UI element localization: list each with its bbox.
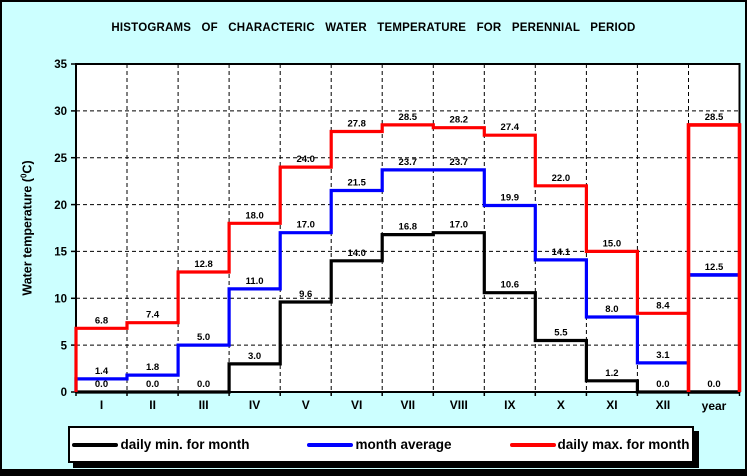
- data-label: 23.7: [399, 157, 418, 168]
- data-label: 0.0: [95, 379, 108, 390]
- y-tick-label: 35: [54, 59, 67, 71]
- data-label: 10.6: [501, 280, 520, 291]
- y-tick-label: 10: [54, 294, 67, 306]
- data-label: 28.5: [399, 112, 418, 123]
- data-label: 12.5: [705, 262, 724, 273]
- data-label: 0.0: [146, 379, 159, 390]
- x-tick-label: III: [199, 398, 209, 412]
- data-label: 5.0: [197, 332, 210, 343]
- legend-item-month-average: month average: [307, 437, 452, 452]
- x-tick-label: XII: [656, 398, 671, 412]
- x-tick-label: IX: [504, 398, 515, 412]
- data-label: 15.0: [603, 238, 622, 249]
- data-label: 14.1: [552, 247, 571, 258]
- series-daily-max-for-month-year: [686, 123, 742, 392]
- data-label: 9.6: [299, 289, 312, 300]
- y-tick-label: 20: [54, 200, 67, 212]
- x-tick-label: VII: [400, 398, 415, 412]
- data-label: 0.0: [656, 379, 669, 390]
- legend-item-daily-min: daily min. for month: [72, 437, 249, 452]
- legend-label-daily-min: daily min. for month: [120, 437, 250, 452]
- legend-line-daily-min: [72, 442, 119, 447]
- data-label: 21.5: [347, 178, 366, 189]
- data-label: 7.4: [146, 310, 160, 321]
- bottom-border: [2, 469, 745, 474]
- x-tick-label: XI: [606, 398, 617, 412]
- data-label: 3.0: [248, 351, 261, 362]
- plot-area: [76, 64, 740, 392]
- x-tick-label-year: year: [702, 399, 727, 413]
- data-label: 1.2: [605, 368, 618, 379]
- x-tick-label: X: [557, 398, 565, 412]
- data-label: 28.5: [705, 112, 724, 123]
- data-label: 17.0: [450, 220, 469, 231]
- data-label: 24.0: [296, 154, 315, 165]
- legend-line-month-average: [307, 442, 354, 447]
- data-label: 12.8: [194, 259, 213, 270]
- data-label: 11.0: [246, 276, 264, 287]
- x-tick-label: I: [100, 398, 103, 412]
- data-label: 23.7: [450, 157, 469, 168]
- y-tick-label: 5: [61, 340, 68, 352]
- series-daily-min-for-month-line: [76, 231, 689, 394]
- chart-canvas: 0.0 0.0 0.0 3.0 9.6 14.0 16.8 17.0 10.6 5.5 1.2 0.0…: [54, 59, 742, 413]
- data-label: 0.0: [707, 379, 720, 390]
- data-label: 17.0: [296, 220, 315, 231]
- data-label: 19.9: [501, 193, 520, 204]
- data-label: 1.4: [95, 366, 109, 377]
- legend-item-daily-max: daily max. for month: [509, 437, 690, 452]
- x-tick-label: V: [302, 398, 310, 412]
- data-label: 8.4: [656, 300, 670, 311]
- y-tick-label: 30: [54, 106, 67, 118]
- data-label: 27.4: [501, 122, 520, 133]
- series-daily-max-for-month-line: [74, 123, 689, 392]
- y-tick-label: 0: [61, 387, 67, 399]
- x-tick-label: II: [149, 398, 156, 412]
- data-label: 8.0: [605, 304, 618, 315]
- data-label: 27.8: [347, 119, 366, 130]
- legend: daily min. for month month average daily…: [68, 426, 694, 463]
- x-tick-label: VIII: [450, 398, 468, 412]
- legend-line-daily-max: [509, 442, 556, 447]
- data-label: 1.8: [146, 362, 159, 373]
- data-label: 28.2: [450, 115, 469, 126]
- data-label: 22.0: [552, 173, 571, 184]
- series-month-average-line: [74, 168, 689, 392]
- data-label: 5.5: [554, 328, 568, 339]
- y-tick-label: 25: [54, 153, 67, 165]
- x-tick-label: IV: [249, 398, 260, 412]
- y-tick-label: 15: [54, 247, 67, 259]
- data-label: 6.8: [95, 315, 108, 326]
- legend-label-daily-max: daily max. for month: [557, 437, 690, 452]
- data-label: 0.0: [197, 379, 210, 390]
- data-label: 14.0: [347, 248, 366, 259]
- x-tick-label: VI: [351, 398, 362, 412]
- data-label: 18.0: [245, 210, 264, 221]
- data-label: 3.1: [656, 350, 670, 361]
- data-label: 16.8: [399, 222, 418, 233]
- legend-label-month-average: month average: [355, 437, 452, 452]
- chart-title: HISTOGRAMS OF CHARACTERIC WATER TEMPERAT…: [111, 22, 636, 34]
